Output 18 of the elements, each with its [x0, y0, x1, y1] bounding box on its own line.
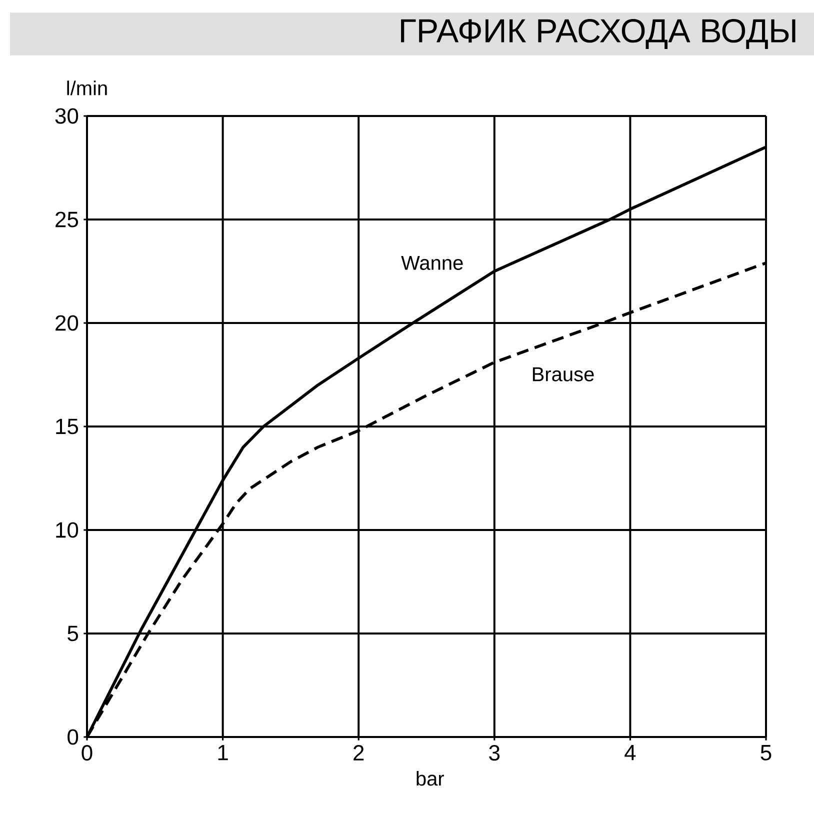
x-tick-label: 1 — [218, 745, 228, 760]
y-tick-label: 15 — [56, 418, 78, 434]
x-tick-label: 0 — [82, 745, 92, 761]
y-tick-label: 10 — [56, 522, 78, 538]
series-label: Brause — [532, 367, 594, 382]
y-axis-title: l/min — [67, 80, 107, 96]
x-tick-label: 5 — [760, 745, 772, 760]
x-axis-title: bar — [416, 771, 444, 786]
x-tick-label: 3 — [489, 745, 500, 761]
series-label: Wanne — [401, 256, 463, 270]
y-tick-label: 0 — [68, 729, 78, 745]
x-tick-label: 2 — [354, 745, 364, 760]
y-tick-label: 20 — [56, 315, 78, 331]
x-tick-label: 4 — [624, 745, 636, 760]
chart-title: ГРАФИК РАСХОДА ВОДЫ — [401, 19, 796, 49]
y-tick-label: 30 — [55, 108, 78, 124]
y-tick-label: 25 — [56, 212, 78, 228]
y-tick-label: 5 — [68, 626, 78, 642]
